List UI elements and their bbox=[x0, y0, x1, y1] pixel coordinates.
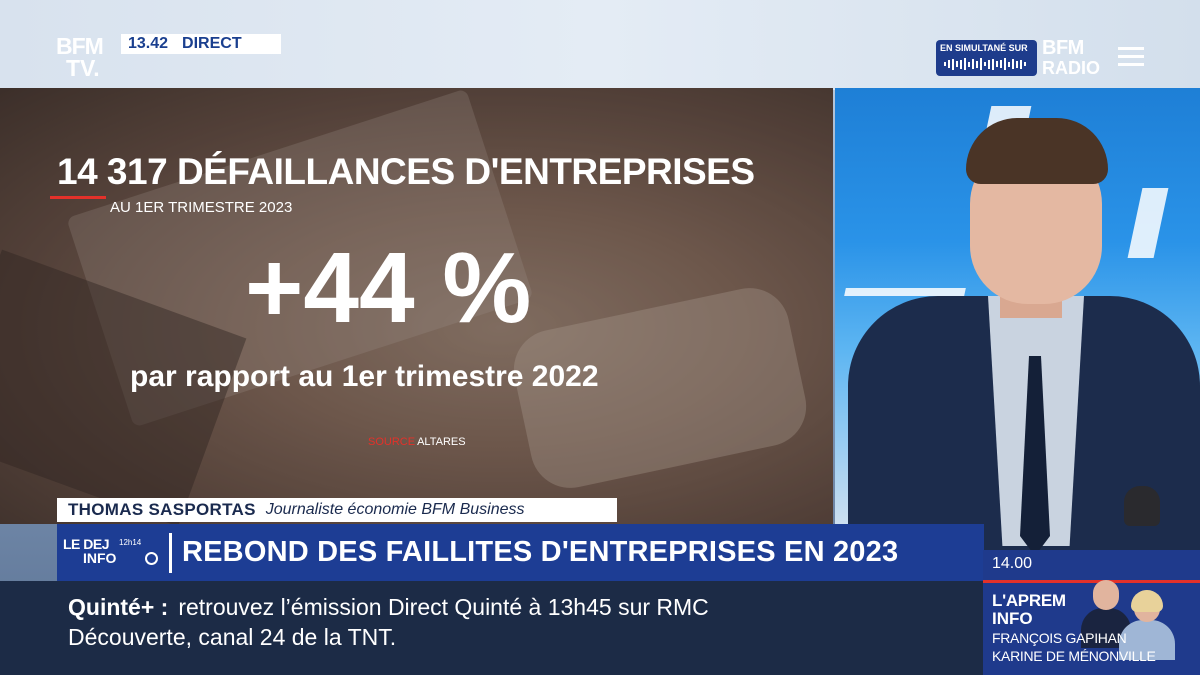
next-show-title-line2: INFO bbox=[992, 609, 1033, 628]
guest-name: THOMAS SASPORTAS bbox=[68, 500, 256, 519]
host-2-body bbox=[1119, 620, 1175, 660]
next-show-box: 14.00 L'APREM INFO FRANÇOIS GAPIHAN KARI… bbox=[983, 550, 1200, 675]
ticker-text-line1: retrouvez l’émission Direct Quinté à 13h… bbox=[178, 594, 709, 620]
menu-icon[interactable] bbox=[1118, 47, 1144, 67]
next-show-accent bbox=[983, 580, 1200, 583]
clock-time: 13.42 bbox=[128, 35, 169, 52]
show-logo-line2: INFO bbox=[83, 550, 117, 566]
simulcast-label: EN SIMULTANÉ SUR bbox=[940, 43, 1028, 53]
radio-logo: BFM RADIO bbox=[1042, 38, 1104, 80]
show-logo: LE DEJ 12h14 INFO bbox=[61, 536, 161, 570]
radio-logo-line2: RADIO bbox=[1042, 58, 1100, 78]
banner-headline: REBOND DES FAILLITES D'ENTREPRISES EN 20… bbox=[182, 536, 899, 568]
show-logo-time: 12h14 bbox=[119, 538, 142, 547]
host-2-hair bbox=[1131, 590, 1163, 612]
presenter bbox=[848, 118, 1200, 596]
graphic-subtitle: AU 1ER TRIMESTRE 2023 bbox=[110, 199, 293, 216]
host-photo-2 bbox=[1119, 590, 1179, 660]
channel-logo: BFM TV. bbox=[56, 33, 116, 85]
ticker-label: Quinté+ : bbox=[68, 594, 169, 620]
banner-divider bbox=[169, 533, 172, 573]
guest-role: Journaliste économie BFM Business bbox=[265, 501, 525, 518]
channel-logo-line1: BFM bbox=[56, 33, 104, 59]
graphic-headline: 14 317 DÉFAILLANCES D'ENTREPRISES bbox=[57, 151, 755, 192]
presenter-hair bbox=[966, 118, 1108, 184]
live-label: DIRECT bbox=[182, 35, 242, 52]
microphone bbox=[1124, 486, 1160, 526]
next-show-host-2: KARINE DE MÉNONVILLE bbox=[992, 648, 1156, 664]
host-1-face bbox=[1093, 580, 1119, 610]
audio-wave-icon bbox=[944, 58, 1029, 70]
next-show-time: 14.00 bbox=[992, 555, 1033, 572]
info-graphic: 14 317 DÉFAILLANCES D'ENTREPRISES AU 1ER… bbox=[0, 88, 833, 524]
photo-overlay bbox=[0, 88, 833, 524]
next-show-host-1: FRANÇOIS GAPIHAN bbox=[992, 630, 1127, 646]
ticker-line2: Découverte, canal 24 de la TNT. bbox=[68, 624, 397, 650]
guest-nameplate: THOMAS SASPORTAS Journaliste économie BF… bbox=[57, 498, 617, 522]
graphic-comparison: par rapport au 1er trimestre 2022 bbox=[130, 360, 599, 393]
live-clock-box: 13.42 DIRECT bbox=[121, 34, 281, 54]
source-label: SOURCE bbox=[368, 436, 416, 448]
next-show-title-line1: L'APREM bbox=[992, 591, 1066, 610]
show-logo-ring-icon bbox=[145, 552, 158, 565]
news-ticker: Quinté+ : retrouvez l’émission Direct Qui… bbox=[0, 581, 983, 675]
show-logo-line1: LE DEJ bbox=[63, 536, 110, 552]
headline-banner: LE DEJ 12h14 INFO REBOND DES FAILLITES D… bbox=[57, 524, 984, 581]
graphic-big-figure: +44 % bbox=[245, 232, 532, 344]
radio-logo-line1: BFM bbox=[1042, 37, 1084, 59]
ticker-line1: Quinté+ : retrouvez l’émission Direct Qui… bbox=[68, 594, 709, 621]
source-name: ALTARES bbox=[417, 436, 466, 448]
graphic-accent-line bbox=[50, 196, 106, 199]
simulcast-badge: EN SIMULTANÉ SUR bbox=[936, 40, 1037, 76]
graphic-source: SOURCE ALTARES bbox=[368, 436, 466, 448]
channel-logo-line2: TV. bbox=[66, 55, 100, 81]
